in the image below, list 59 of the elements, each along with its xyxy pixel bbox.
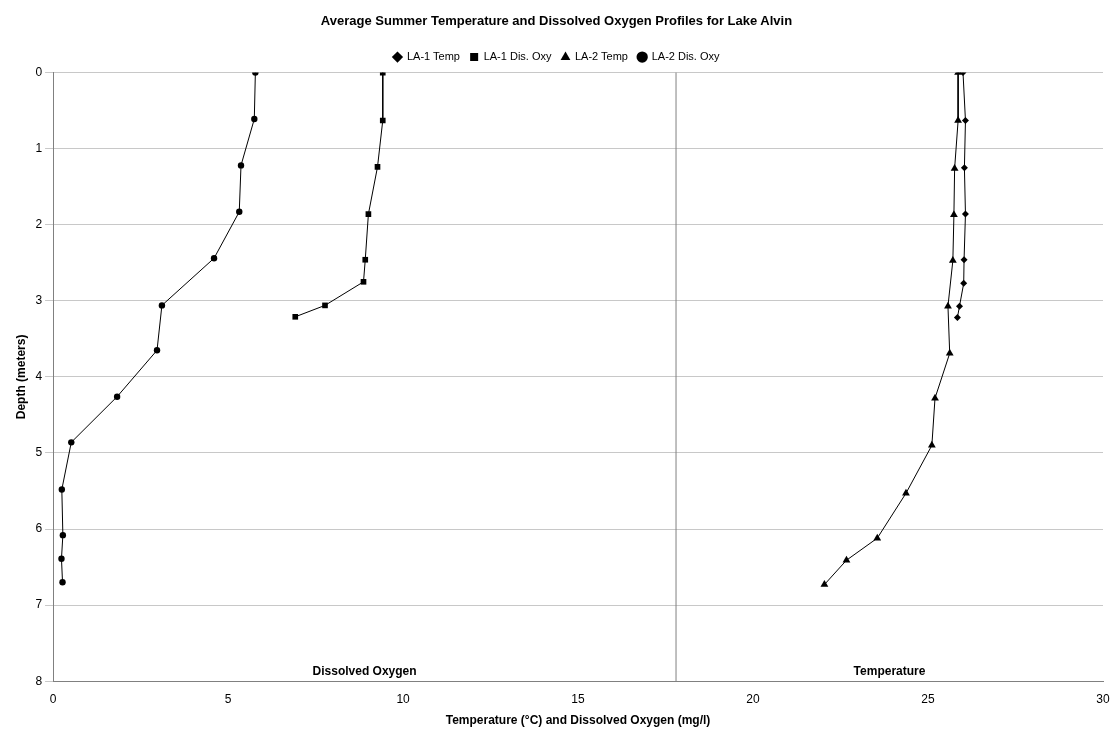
x-tick-label: 15 [571, 691, 586, 706]
x-tick-label: 0 [49, 691, 57, 706]
point [902, 488, 910, 496]
y-tick-label: 7 [35, 597, 43, 612]
point [322, 302, 328, 309]
y-tick-label: 6 [35, 521, 43, 536]
y-tick-label: 5 [35, 445, 43, 460]
annotation: Dissolved Oxygen [312, 663, 417, 678]
point [251, 115, 258, 123]
point [360, 278, 367, 285]
point [59, 531, 67, 539]
x-tick-label: 25 [921, 691, 936, 706]
x-tick-label: 30 [1096, 691, 1110, 706]
point [58, 555, 65, 562]
point [945, 348, 954, 356]
point [158, 302, 166, 309]
x-tick-label: 20 [746, 691, 761, 706]
point [362, 256, 369, 263]
point [365, 211, 372, 217]
point [961, 210, 969, 218]
annotation: Temperature [853, 663, 926, 678]
legend-label: LA-2 Dis. Oxy [651, 50, 721, 63]
chart-title: Average Summer Temperature and Dissolved Oxygen Profiles for Lake Alvin [320, 13, 793, 29]
point [956, 302, 964, 310]
point [961, 117, 969, 125]
y-tick-label: 4 [35, 369, 43, 384]
point [960, 256, 968, 264]
point [237, 162, 245, 169]
point [68, 439, 75, 446]
y-axis-title: Depth (meters) [13, 334, 28, 420]
point [59, 579, 66, 586]
point [954, 116, 963, 123]
x-tick-label: 5 [224, 691, 232, 706]
point [236, 208, 243, 216]
x-tick-label: 10 [396, 691, 411, 706]
point [960, 164, 968, 172]
point [292, 313, 299, 320]
point [374, 164, 381, 170]
legend-label: LA-1 Temp [406, 50, 460, 63]
point [950, 210, 958, 218]
point [953, 314, 961, 322]
y-tick-label: 3 [35, 293, 43, 308]
y-tick-label: 0 [35, 64, 43, 79]
point [820, 580, 829, 587]
point [927, 440, 936, 448]
point [113, 393, 121, 400]
point [960, 279, 968, 287]
legend-label: LA-2 Temp [575, 50, 628, 63]
point [950, 163, 959, 171]
point [210, 255, 218, 262]
y-tick-label: 8 [35, 673, 43, 688]
point [948, 256, 957, 263]
point [153, 347, 161, 354]
y-tick-label: 1 [35, 140, 43, 155]
point [58, 486, 66, 493]
legend-label: LA-1 Dis. Oxy [483, 50, 552, 63]
y-tick-label: 2 [35, 217, 43, 232]
x-axis-title: Temperature (°C) and Dissolved Oxygen (mg/l) [445, 713, 711, 728]
point [379, 117, 386, 124]
